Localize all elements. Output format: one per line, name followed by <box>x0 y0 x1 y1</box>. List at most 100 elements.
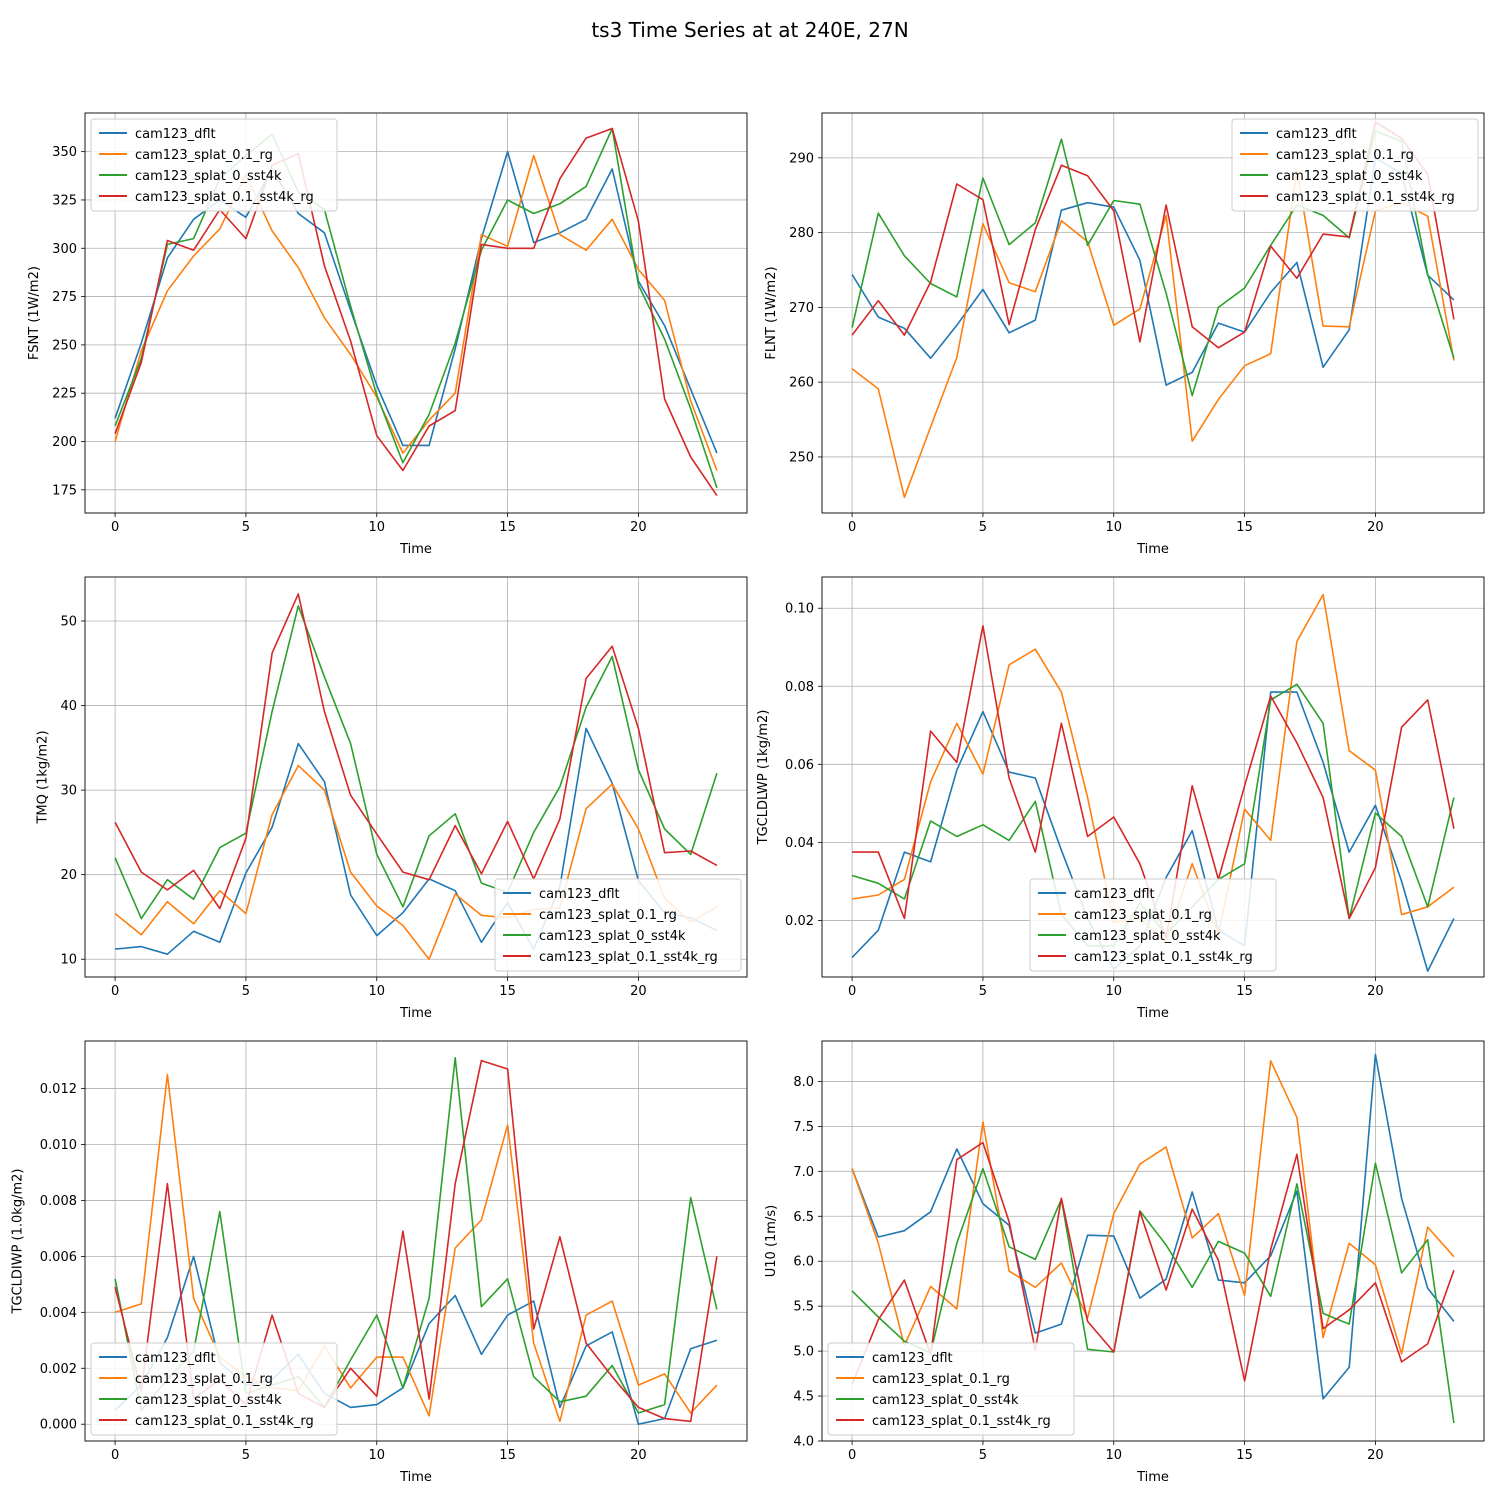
plot-frame <box>84 1040 748 1442</box>
legend-label: cam123_splat_0.1_sst4k_rg <box>1276 190 1455 205</box>
legend-label: cam123_splat_0_sst4k <box>135 169 282 184</box>
y-tick-label: 250 <box>789 450 814 465</box>
legend-box <box>90 1342 338 1436</box>
y-axis-label: TGCLDIWP (1.0kg/m2) <box>11 1169 26 1315</box>
x-tick-label: 0 <box>848 520 856 535</box>
x-tick-label: 15 <box>1236 984 1253 999</box>
plot-frame <box>821 1040 1485 1442</box>
x-tick-label: 0 <box>848 984 856 999</box>
legend-label: cam123_dflt <box>135 127 216 142</box>
subplot-5: 0 5 10 15 20 0.000 0.002 0.004 0.006 0.008 0.010 0.… <box>11 1040 748 1485</box>
series-line-4 <box>114 593 718 910</box>
subplot-6: 0 5 10 15 20 4.0 4.5 5.0 5.5 6.0 6.5 7.0 7.5 8.0 Time U… <box>764 1040 1485 1485</box>
series-line-3 <box>114 1057 718 1414</box>
y-tick-label: 300 <box>52 242 77 257</box>
x-tick-label: 10 <box>368 984 385 999</box>
y-tick-label: 175 <box>52 483 77 498</box>
y-tick-label: 250 <box>52 338 77 353</box>
x-tick-label: 5 <box>979 984 987 999</box>
y-tick-label: 40 <box>60 699 77 714</box>
y-tick-label: 280 <box>789 226 814 241</box>
x-tick-label: 5 <box>979 520 987 535</box>
x-tick-label: 0 <box>111 520 119 535</box>
x-tick-label: 0 <box>848 1448 856 1463</box>
series-line-2 <box>851 169 1455 499</box>
legend-label: cam123_dflt <box>1074 887 1155 902</box>
series-line-2 <box>851 1060 1455 1355</box>
x-tick-label: 10 <box>368 1448 385 1463</box>
y-tick-label: 0.02 <box>785 914 814 929</box>
y-tick-label: 260 <box>789 376 814 391</box>
y-tick-label: 290 <box>789 151 814 166</box>
y-tick-label: 20 <box>60 868 77 883</box>
y-tick-label: 200 <box>52 435 77 450</box>
y-tick-label: 6.0 <box>793 1255 814 1270</box>
x-tick-label: 5 <box>979 1448 987 1463</box>
y-tick-label: 0.004 <box>40 1306 77 1321</box>
subplot-2: 0 5 10 15 20 250 260 270 280 290 Time FLNT (1W/m2) c… <box>764 112 1485 557</box>
x-tick-label: 15 <box>499 1448 516 1463</box>
y-tick-label: 0.006 <box>40 1250 77 1265</box>
x-axis-label: Time <box>399 1470 432 1485</box>
legend-label: cam123_splat_0.1_sst4k_rg <box>135 190 314 205</box>
x-tick-label: 10 <box>1105 1448 1122 1463</box>
series-line-1 <box>851 1053 1455 1400</box>
legend: cam123_dflt cam123_splat_0.1_rg cam123_spl… <box>827 1342 1075 1436</box>
legend-label: cam123_splat_0_sst4k <box>872 1393 1019 1408</box>
legend-label: cam123_splat_0_sst4k <box>1276 169 1423 184</box>
y-tick-label: 350 <box>52 145 77 160</box>
legend-label: cam123_splat_0_sst4k <box>539 929 686 944</box>
y-axis-label: TGCLDLWP (1kg/m2) <box>756 710 771 846</box>
y-tick-label: 4.0 <box>793 1435 814 1450</box>
y-tick-label: 6.5 <box>793 1210 814 1225</box>
legend-label: cam123_dflt <box>539 887 620 902</box>
x-tick-label: 20 <box>630 520 647 535</box>
plot-frame <box>84 576 748 978</box>
legend: cam123_dflt cam123_splat_0.1_rg cam123_spl… <box>90 1342 338 1436</box>
plot-frame <box>821 576 1485 978</box>
subplot-grid: 0 5 10 15 20175200225250275300325350TimeFSNT… <box>11 112 1485 1485</box>
legend: cam123_dflt cam123_splat_0.1_rg cam123_spl… <box>1231 118 1479 212</box>
x-tick-label: 0 <box>111 1448 119 1463</box>
y-tick-label: 0.04 <box>785 836 814 851</box>
x-tick-label: 5 <box>242 1448 250 1463</box>
plot-frame <box>84 112 748 514</box>
legend-box <box>1029 878 1277 972</box>
y-tick-label: 8.0 <box>793 1075 814 1090</box>
y-axis-label: FSNT (1W/m2) <box>27 266 42 360</box>
subplot-3: 0 5 10 15 20 10 20 30 40 50 Time TMQ (1kg/m2) cam123… <box>35 576 748 1021</box>
plot-frame <box>821 112 1485 514</box>
legend: cam123_dflt cam123_splat_0.1_rg cam123_spl… <box>494 878 742 972</box>
y-tick-label: 7.5 <box>793 1120 814 1135</box>
legend-label: cam123_splat_0.1_sst4k_rg <box>539 950 718 965</box>
y-tick-label: 5.5 <box>793 1300 814 1315</box>
y-tick-label: 0.06 <box>785 758 814 773</box>
x-axis-label: Time <box>1136 542 1169 557</box>
legend-label: cam123_splat_0.1_sst4k_rg <box>135 1414 314 1429</box>
legend-label: cam123_dflt <box>135 1351 216 1366</box>
series-line-3 <box>114 604 718 920</box>
y-tick-label: 270 <box>789 301 814 316</box>
y-tick-label: 30 <box>60 784 77 799</box>
legend-label: cam123_splat_0.1_rg <box>135 1372 273 1387</box>
y-tick-label: 7.0 <box>793 1165 814 1180</box>
legend: cam123_dflt cam123_splat_0.1_rg cam123_spl… <box>1029 878 1277 972</box>
x-axis-label: Time <box>399 1006 432 1021</box>
x-axis-label: Time <box>399 542 432 557</box>
y-tick-label: 4.5 <box>793 1390 814 1405</box>
x-tick-label: 5 <box>242 520 250 535</box>
legend-label: cam123_splat_0.1_rg <box>539 908 677 923</box>
series-line-1 <box>851 157 1455 386</box>
x-tick-label: 5 <box>242 984 250 999</box>
legend-box <box>494 878 742 972</box>
series-line-4 <box>114 127 718 497</box>
series-line-1 <box>115 727 718 956</box>
y-tick-label: 10 <box>60 953 77 968</box>
series-line-4 <box>851 121 1455 349</box>
series-line-4 <box>851 1141 1455 1385</box>
legend-label: cam123_splat_0.1_rg <box>872 1372 1010 1387</box>
legend-label: cam123_splat_0.1_sst4k_rg <box>872 1414 1051 1429</box>
x-tick-label: 20 <box>630 1448 647 1463</box>
